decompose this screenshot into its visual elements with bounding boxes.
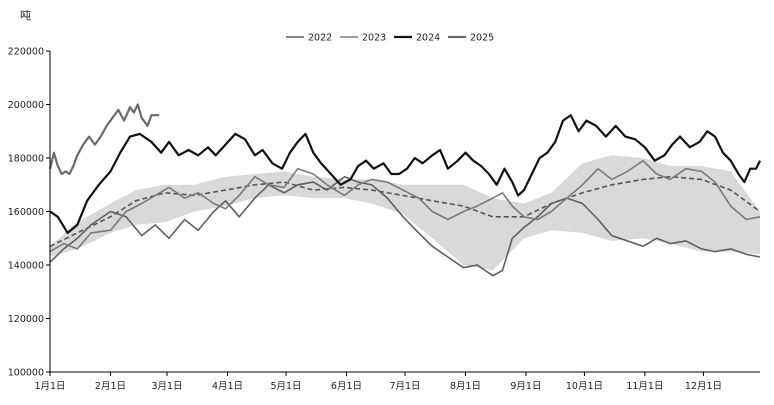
y-tick-label: 160000 xyxy=(8,207,44,218)
x-tick-label: 1月1日 xyxy=(34,381,65,392)
y-tick-label: 200000 xyxy=(8,100,44,111)
x-tick-label: 12月1日 xyxy=(685,381,722,392)
legend-label-2024: 2024 xyxy=(416,33,440,44)
x-tick-label: 7月1日 xyxy=(389,381,420,392)
y-unit-label: 吨 xyxy=(20,9,31,22)
legend: 2022 2023 2024 2025 xyxy=(286,33,494,44)
legend-label-2022: 2022 xyxy=(308,33,332,44)
x-tick-label: 4月1日 xyxy=(212,381,243,392)
y-tick-label: 120000 xyxy=(8,314,44,325)
y-tick-label: 140000 xyxy=(8,261,44,272)
x-tick-label: 6月1日 xyxy=(331,381,362,392)
legend-label-2025: 2025 xyxy=(470,33,494,44)
axes: 220000 200000 180000 160000 140000 120000 1000… xyxy=(8,47,760,392)
series-line-2025 xyxy=(48,103,160,176)
x-tick-label: 11月1日 xyxy=(626,381,663,392)
range-band xyxy=(50,155,760,271)
x-tick-label: 8月1日 xyxy=(450,381,481,392)
x-tick-label: 2月1日 xyxy=(95,381,126,392)
x-tick-label: 10月1日 xyxy=(566,381,603,392)
plot-area xyxy=(48,103,761,277)
legend-label-2023: 2023 xyxy=(362,33,386,44)
x-tick-label: 3月1日 xyxy=(151,381,182,392)
mean-line xyxy=(49,175,761,248)
x-tick-label: 5月1日 xyxy=(270,381,301,392)
series-line-2023 xyxy=(49,159,761,253)
y-tick-label: 100000 xyxy=(8,368,44,379)
y-tick-label: 220000 xyxy=(8,47,44,58)
y-tick-label: 180000 xyxy=(8,154,44,165)
x-tick-label: 9月1日 xyxy=(510,381,541,392)
series-line-2022 xyxy=(49,175,761,277)
series-line-2024 xyxy=(49,114,761,234)
